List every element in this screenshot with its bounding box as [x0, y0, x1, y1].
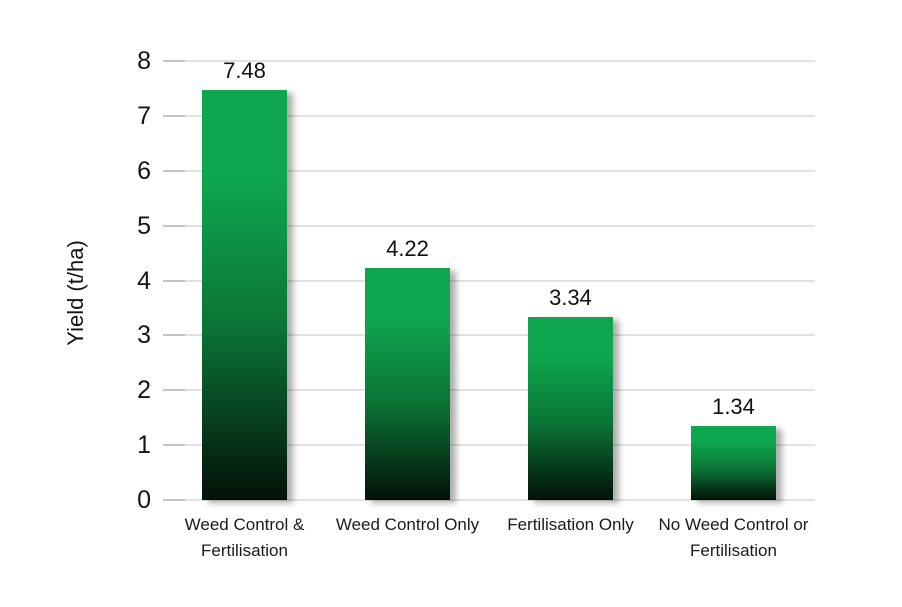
bar-1 — [365, 268, 450, 500]
y-tick-label-4: 4 — [137, 266, 151, 295]
y-tick-label-1: 1 — [137, 431, 151, 460]
x-category-label-2: Fertilisation Only — [507, 515, 634, 534]
y-tick-label-0: 0 — [137, 486, 151, 514]
y-axis-tick — [163, 279, 185, 282]
bar-value-label-1: 4.22 — [386, 236, 429, 262]
gridline-y-6 — [163, 169, 815, 172]
y-tick-label-8: 8 — [137, 47, 151, 75]
gridline-y-1 — [163, 444, 815, 447]
y-axis-title: Yield (t/ha) — [63, 240, 88, 346]
y-axis-tick — [163, 169, 185, 172]
x-category-label-0: Weed Control & Fertilisation — [184, 515, 305, 561]
bar-value-label-2: 3.34 — [549, 284, 592, 310]
plot-area — [163, 60, 815, 501]
bar-3 — [691, 426, 776, 500]
y-tick-label-3: 3 — [137, 321, 151, 350]
bar-2 — [528, 316, 613, 500]
y-tick-label-7: 7 — [137, 101, 151, 130]
x-category-label-3: No Weed Control or Fertilisation — [658, 515, 809, 561]
y-tick-label-2: 2 — [137, 376, 151, 405]
bar-value-label-3: 1.34 — [712, 394, 755, 420]
y-axis-tick — [163, 334, 185, 337]
gridline-y-3 — [163, 334, 815, 337]
gridline-y-8 — [163, 60, 815, 62]
y-tick-label-6: 6 — [137, 156, 151, 185]
y-tick-label-5: 5 — [137, 211, 151, 240]
bar-0 — [202, 89, 287, 500]
x-category-label-1: Weed Control Only — [335, 515, 480, 534]
y-axis-tick — [163, 389, 185, 392]
gridline-y-5 — [163, 224, 815, 227]
y-axis-tick — [163, 499, 185, 501]
y-axis-tick — [163, 224, 185, 227]
gridline-y-0 — [163, 499, 815, 501]
gridline-y-7 — [163, 114, 815, 117]
y-axis-tick — [163, 60, 185, 62]
y-axis-tick — [163, 114, 185, 117]
bar-value-label-0: 7.48 — [223, 57, 266, 83]
y-axis-tick — [163, 444, 185, 447]
gridline-y-2 — [163, 389, 815, 392]
gridline-y-4 — [163, 279, 815, 282]
